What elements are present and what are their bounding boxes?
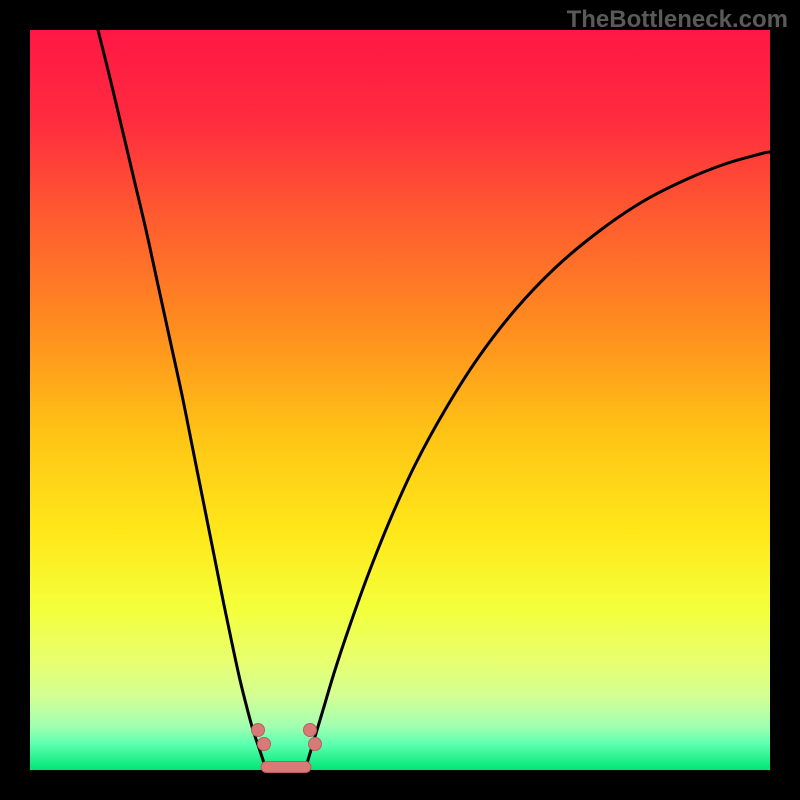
marker-left-1 (257, 737, 271, 751)
plot-area (30, 30, 770, 770)
curves-layer (30, 30, 770, 770)
marker-left-0 (251, 723, 265, 737)
curve-right (305, 152, 770, 770)
bottleneck-floor-marker (260, 761, 311, 773)
marker-right-0 (303, 723, 317, 737)
curve-left (98, 30, 266, 770)
watermark-text: TheBottleneck.com (567, 6, 788, 34)
marker-right-1 (308, 737, 322, 751)
